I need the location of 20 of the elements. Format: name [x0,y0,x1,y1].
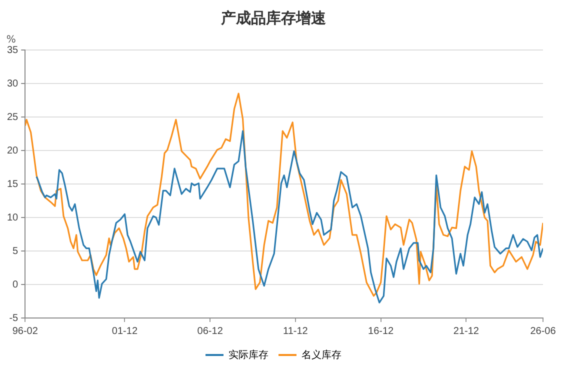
x-tick-label: 96-02 [12,326,38,337]
y-tick-label: 30 [7,78,19,90]
y-tick-label: 0 [12,279,19,290]
x-tick-label: 16-12 [368,326,394,337]
y-tick-label: 5 [12,246,19,257]
x-tick-label: 21-12 [453,326,480,337]
y-tick-label: 15 [7,178,19,190]
x-tick-label: 26-06 [530,326,556,337]
x-tick-label: 11-12 [283,326,308,337]
y-tick-label: -5 [9,312,19,324]
y-axis-title: % [6,34,16,46]
x-tick-label: 01-12 [112,326,138,337]
y-tick-label: 25 [7,112,19,123]
legend-label: 实际库存 [228,348,268,361]
y-tick-label: 10 [7,212,19,224]
y-tick-label: 20 [7,145,19,156]
legend-label: 名义库存 [302,348,342,361]
chart-title: 产成品库存增速 [220,8,327,27]
x-tick-label: 06-12 [197,326,224,337]
y-tick-label: 35 [7,44,19,56]
